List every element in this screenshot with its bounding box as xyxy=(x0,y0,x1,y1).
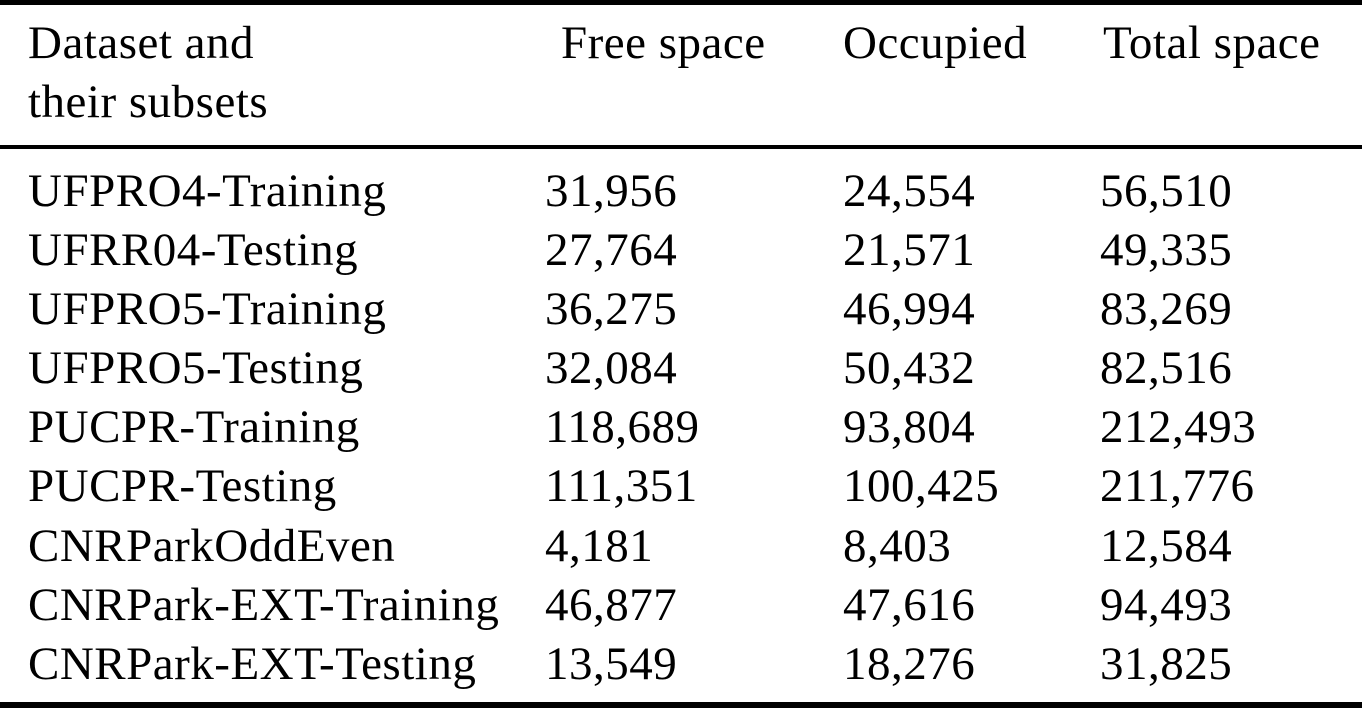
total-space-cell: 94,493 xyxy=(1100,578,1233,631)
table-body: UFPRO4-Training 31,956 24,554 56,510 UFR… xyxy=(0,162,1362,694)
free-space-cell: 31,956 xyxy=(545,165,678,217)
occupied-cell: 46,994 xyxy=(843,283,976,336)
table-row: CNRPark-EXT-Training 46,877 47,616 94,49… xyxy=(0,576,1362,635)
occupied-cell: 47,616 xyxy=(843,578,976,631)
total-space-cell: 56,510 xyxy=(1100,165,1233,217)
table-header-separator-rule xyxy=(0,145,1362,149)
column-header-dataset: Dataset and their subsets xyxy=(28,14,268,132)
total-space-cell: 212,493 xyxy=(1100,401,1257,454)
table-top-rule xyxy=(0,0,1362,5)
column-header-dataset-line1: Dataset and xyxy=(28,17,255,69)
occupied-cell: 21,571 xyxy=(843,224,976,277)
table-row: UFPRO5-Training 36,275 46,994 83,269 xyxy=(0,280,1362,339)
free-space-cell: 27,764 xyxy=(545,224,678,277)
dataset-name-cell: CNRParkOddEven xyxy=(28,519,396,572)
dataset-name-cell: UFPRO5-Testing xyxy=(28,342,364,395)
column-header-total-space: Total space xyxy=(1103,17,1321,69)
total-space-cell: 12,584 xyxy=(1100,519,1233,572)
occupied-cell: 24,554 xyxy=(843,165,976,217)
table-row: UFPRO5-Testing 32,084 50,432 82,516 xyxy=(0,339,1362,398)
dataset-name-cell: UFRR04-Testing xyxy=(28,224,359,277)
free-space-cell: 46,877 xyxy=(545,578,678,631)
free-space-cell: 118,689 xyxy=(545,401,700,454)
table-row: UFPRO4-Training 31,956 24,554 56,510 xyxy=(0,162,1362,221)
total-space-cell: 31,825 xyxy=(1100,637,1233,690)
occupied-cell: 93,804 xyxy=(843,401,976,454)
table-header-row: Dataset and their subsets Free space Occ… xyxy=(0,14,1362,145)
table-bottom-rule xyxy=(0,702,1362,708)
column-header-dataset-line2: their subsets xyxy=(28,76,269,128)
table-row: CNRParkOddEven 4,181 8,403 12,584 xyxy=(0,517,1362,576)
table-row: CNRPark-EXT-Testing 13,549 18,276 31,825 xyxy=(0,635,1362,694)
table-row: PUCPR-Testing 111,351 100,425 211,776 xyxy=(0,457,1362,516)
table-row: PUCPR-Training 118,689 93,804 212,493 xyxy=(0,398,1362,457)
occupied-cell: 50,432 xyxy=(843,342,976,395)
column-header-occupied: Occupied xyxy=(843,17,1028,69)
total-space-cell: 82,516 xyxy=(1100,342,1233,395)
free-space-cell: 13,549 xyxy=(545,637,678,690)
dataset-name-cell: CNRPark-EXT-Training xyxy=(28,578,500,631)
total-space-cell: 211,776 xyxy=(1100,460,1255,513)
dataset-name-cell: CNRPark-EXT-Testing xyxy=(28,637,477,690)
occupied-cell: 18,276 xyxy=(843,637,976,690)
free-space-cell: 4,181 xyxy=(545,519,654,572)
column-header-free-space: Free space xyxy=(561,17,766,69)
occupied-cell: 8,403 xyxy=(843,519,952,572)
dataset-name-cell: PUCPR-Training xyxy=(28,401,360,454)
dataset-name-cell: PUCPR-Testing xyxy=(28,460,337,513)
dataset-name-cell: UFPRO5-Training xyxy=(28,283,387,336)
total-space-cell: 83,269 xyxy=(1100,283,1233,336)
total-space-cell: 49,335 xyxy=(1100,224,1233,277)
table-row: UFRR04-Testing 27,764 21,571 49,335 xyxy=(0,221,1362,280)
free-space-cell: 32,084 xyxy=(545,342,678,395)
dataset-name-cell: UFPRO4-Training xyxy=(28,165,387,217)
free-space-cell: 111,351 xyxy=(545,460,698,513)
free-space-cell: 36,275 xyxy=(545,283,678,336)
occupied-cell: 100,425 xyxy=(843,460,1000,513)
